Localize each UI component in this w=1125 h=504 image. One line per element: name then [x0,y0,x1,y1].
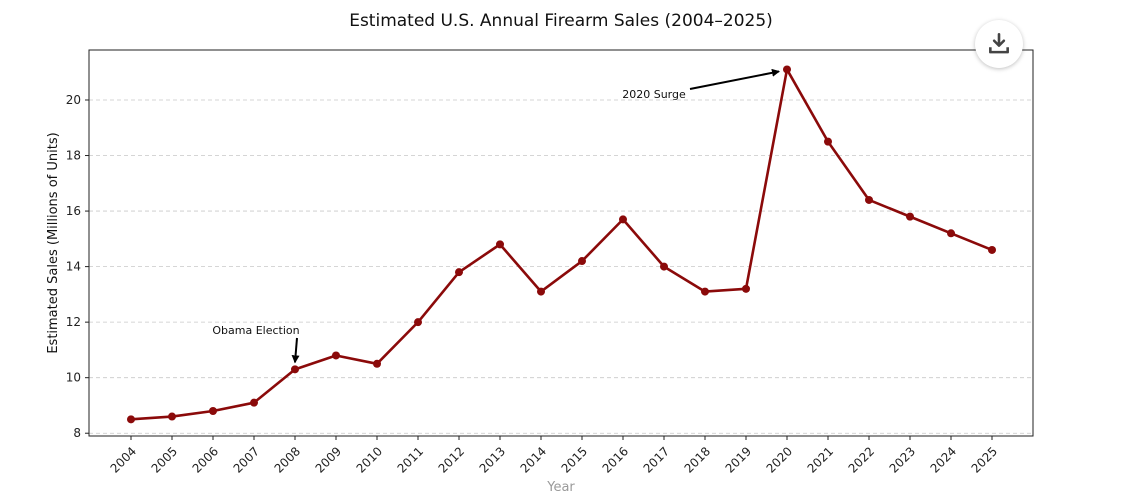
x-tick-label: 2009 [313,444,344,475]
x-tick-label: 2023 [887,444,918,475]
data-point-2009[interactable] [332,351,340,360]
x-tick-label: 2021 [805,444,836,475]
data-point-2012[interactable] [455,268,463,277]
x-tick-label: 2007 [231,444,262,475]
x-tick-label: 2024 [928,444,959,475]
data-point-2011[interactable] [414,318,422,327]
x-tick-label: 2019 [723,444,754,475]
data-point-2022[interactable] [865,195,873,204]
data-point-2007[interactable] [250,398,258,407]
x-tick-label: 2012 [436,444,467,475]
y-tick-label: 12 [66,315,81,329]
data-point-2023[interactable] [906,212,914,221]
data-point-2016[interactable] [619,215,627,224]
x-tick-label: 2014 [518,444,549,475]
y-tick-label: 10 [66,371,81,385]
series-line [130,68,993,421]
annotations: Obama Election 2020 Surge [212,68,780,364]
data-point-2018[interactable] [701,287,709,296]
data-point-2019[interactable] [742,284,750,293]
plot-frame [88,49,1034,437]
y-tick-label: 16 [66,204,81,218]
annotation-arrow [291,337,300,364]
annotation-label: Obama Election [212,324,299,337]
data-point-2008[interactable] [291,365,299,374]
x-tick-label: 2005 [149,444,180,475]
data-point-2013[interactable] [496,240,504,249]
y-axis: 8 10 12 14 16 18 20 [66,93,89,440]
x-tick-label: 2006 [190,444,221,475]
data-point-2015[interactable] [578,257,586,266]
data-point-2017[interactable] [660,262,668,271]
data-point-2004[interactable] [127,415,135,424]
y-tick-label: 18 [66,149,81,163]
data-point-2024[interactable] [947,229,955,238]
x-tick-label: 2018 [682,444,713,475]
x-tick-label: 2013 [477,444,508,475]
x-tick-label: 2020 [764,444,795,475]
data-point-2010[interactable] [373,359,381,368]
chart-title: Estimated U.S. Annual Firearm Sales (200… [349,11,773,31]
x-tick-label: 2011 [395,444,426,475]
data-point-2014[interactable] [537,287,545,296]
y-tick-label: 14 [66,260,81,274]
download-button[interactable] [975,20,1023,68]
x-tick-label: 2016 [600,444,631,475]
series-line-group [127,65,996,424]
data-point-2021[interactable] [824,137,832,146]
data-point-2005[interactable] [168,412,176,421]
data-point-2020[interactable] [783,65,791,74]
download-icon [989,32,1009,54]
x-axis-label: Year [546,480,575,495]
x-tick-label: 2025 [969,444,1000,475]
y-tick-label: 8 [73,426,81,440]
x-tick-label: 2015 [559,444,590,475]
x-axis: 2004 2005 2006 2007 2008 2009 2010 2011 2012 2013… [108,436,1000,476]
gridlines [89,99,1033,434]
x-tick-label: 2004 [108,444,139,475]
x-tick-label: 2010 [354,444,385,475]
data-point-2025[interactable] [988,245,996,254]
y-axis-label: Estimated Sales (Millions of Units) [46,132,61,353]
annotation-arrow [689,68,780,90]
y-tick-label: 20 [66,93,81,107]
data-point-2006[interactable] [209,407,217,416]
x-tick-label: 2022 [846,444,877,475]
x-tick-label: 2017 [641,444,672,475]
annotation-label: 2020 Surge [622,88,686,101]
x-tick-label: 2008 [272,444,303,475]
